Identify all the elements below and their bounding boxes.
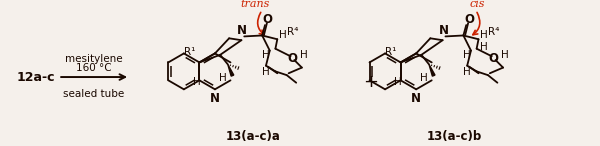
- Text: N: N: [411, 92, 421, 105]
- Text: R¹: R¹: [385, 47, 397, 57]
- Text: O: O: [263, 13, 273, 26]
- Text: 12a-c: 12a-c: [16, 71, 55, 84]
- Polygon shape: [228, 64, 234, 76]
- Text: 13(a-c)b: 13(a-c)b: [427, 130, 482, 143]
- Text: H: H: [219, 73, 227, 82]
- Text: R⁴: R⁴: [287, 27, 298, 37]
- Text: H: H: [421, 73, 428, 82]
- Text: sealed tube: sealed tube: [64, 89, 125, 99]
- Text: cis: cis: [470, 0, 485, 9]
- Text: O: O: [464, 13, 474, 26]
- Text: H: H: [394, 77, 401, 87]
- FancyArrowPatch shape: [473, 12, 480, 35]
- Text: H: H: [463, 50, 471, 60]
- Text: +: +: [364, 73, 379, 91]
- Text: 160 °C: 160 °C: [76, 63, 112, 73]
- Text: H: H: [481, 42, 488, 52]
- Text: trans: trans: [241, 0, 270, 9]
- Text: H: H: [481, 29, 488, 40]
- Text: O: O: [488, 52, 499, 65]
- Text: O: O: [287, 52, 298, 65]
- Text: H: H: [193, 77, 200, 87]
- Text: H: H: [262, 50, 270, 60]
- Text: N: N: [439, 24, 449, 37]
- Text: H: H: [279, 29, 287, 40]
- Text: N: N: [210, 92, 220, 105]
- Text: H: H: [463, 67, 471, 77]
- Polygon shape: [429, 64, 435, 76]
- Text: N: N: [238, 24, 247, 37]
- Text: R¹: R¹: [184, 47, 196, 57]
- Text: H: H: [262, 67, 270, 77]
- Text: mesitylene: mesitylene: [65, 54, 123, 64]
- FancyArrowPatch shape: [257, 12, 264, 35]
- Text: H: H: [300, 50, 308, 60]
- Text: R⁴: R⁴: [488, 27, 499, 37]
- Text: 13(a-c)a: 13(a-c)a: [226, 130, 280, 143]
- Text: H: H: [501, 50, 509, 60]
